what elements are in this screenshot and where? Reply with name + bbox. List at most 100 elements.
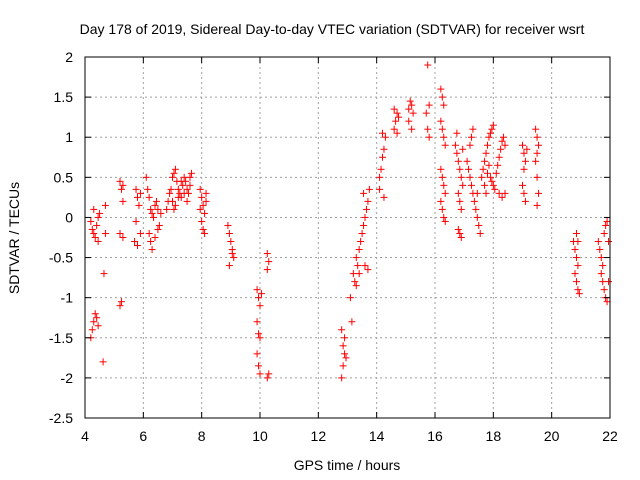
data-point xyxy=(463,157,471,165)
data-point xyxy=(196,185,204,193)
data-point xyxy=(572,229,580,237)
data-point xyxy=(438,205,446,213)
data-point xyxy=(574,262,582,270)
data-point xyxy=(484,169,491,177)
x-tick-label: 18 xyxy=(486,428,502,444)
data-point xyxy=(392,117,400,125)
y-tick-label: -1 xyxy=(61,290,74,306)
data-point xyxy=(390,105,398,113)
data-point xyxy=(148,209,156,217)
data-point xyxy=(364,197,372,205)
data-point xyxy=(440,213,448,221)
x-tick-label: 12 xyxy=(311,428,327,444)
data-point xyxy=(523,145,531,153)
data-point xyxy=(454,225,462,233)
chart-title: Day 178 of 2019, Sidereal Day-to-day VTE… xyxy=(80,21,585,37)
data-point xyxy=(154,205,162,213)
data-point xyxy=(491,185,499,193)
data-point xyxy=(93,314,101,322)
data-point xyxy=(533,173,541,181)
data-point xyxy=(341,350,349,358)
data-point xyxy=(520,149,528,157)
data-point xyxy=(519,141,526,149)
data-point xyxy=(100,270,108,278)
data-point xyxy=(136,189,144,197)
y-tick-label: -1.5 xyxy=(49,330,73,346)
data-point xyxy=(201,209,209,217)
data-point xyxy=(202,197,210,205)
y-axis-label: SDTVAR / TECUs xyxy=(6,182,22,294)
data-point xyxy=(519,181,526,189)
data-point xyxy=(438,173,446,181)
x-tick-label: 16 xyxy=(427,428,443,444)
data-point xyxy=(96,209,104,217)
data-point xyxy=(459,181,467,189)
data-point xyxy=(135,201,143,209)
data-point xyxy=(90,205,98,213)
data-point xyxy=(453,129,461,137)
data-point xyxy=(406,97,414,105)
data-point xyxy=(599,262,607,270)
data-point xyxy=(186,181,194,189)
grid-layer xyxy=(85,57,610,418)
data-point xyxy=(441,217,449,225)
data-point xyxy=(376,173,384,181)
data-point xyxy=(440,101,448,109)
data-point xyxy=(498,193,506,201)
data-point xyxy=(603,298,611,306)
data-point xyxy=(380,145,388,153)
data-point xyxy=(379,153,386,161)
data-point xyxy=(94,238,102,246)
data-point xyxy=(533,149,541,157)
data-point xyxy=(489,181,497,189)
data-point xyxy=(533,133,541,141)
data-point xyxy=(454,189,462,197)
tick-layer: 4 6 8 10 12 14 16 18 20 22 -2.5 -2 -1.5 -1 -0.5 0 0.5 1 1.… xyxy=(49,49,618,444)
data-point xyxy=(119,181,127,189)
data-point xyxy=(440,181,448,189)
data-point xyxy=(253,318,261,326)
data-point xyxy=(348,318,356,326)
data-point xyxy=(91,234,99,241)
data-point xyxy=(437,117,445,125)
data-point xyxy=(101,201,109,209)
data-point xyxy=(355,246,363,254)
data-point xyxy=(457,173,465,181)
data-point xyxy=(424,61,432,69)
data-point xyxy=(116,177,124,185)
data-point xyxy=(253,350,261,358)
data-point xyxy=(408,125,416,133)
data-point xyxy=(179,181,187,189)
data-point xyxy=(486,129,494,137)
y-tick-label: 1.5 xyxy=(54,89,74,105)
data-point xyxy=(147,205,155,213)
data-point xyxy=(346,294,354,302)
data-point xyxy=(482,189,490,197)
data-point xyxy=(202,189,210,197)
data-point xyxy=(225,229,233,237)
y-tick-label: -0.5 xyxy=(49,250,73,266)
data-point xyxy=(154,225,162,233)
data-point xyxy=(533,201,541,209)
data-point xyxy=(535,141,543,149)
x-tick-label: 6 xyxy=(139,428,147,444)
data-point xyxy=(228,250,236,258)
data-point xyxy=(265,370,273,378)
data-point xyxy=(377,165,385,173)
data-point xyxy=(93,221,101,229)
data-point xyxy=(459,145,467,153)
data-point xyxy=(441,141,449,149)
data-point xyxy=(599,278,607,286)
data-point xyxy=(134,193,141,201)
data-point xyxy=(478,173,486,181)
data-point xyxy=(575,290,583,298)
data-point xyxy=(163,205,171,213)
data-point xyxy=(408,101,416,109)
data-point xyxy=(351,278,359,286)
data-point xyxy=(352,282,360,290)
data-point xyxy=(602,221,610,229)
data-point xyxy=(201,229,209,237)
data-point xyxy=(488,177,496,185)
data-point xyxy=(405,105,413,113)
